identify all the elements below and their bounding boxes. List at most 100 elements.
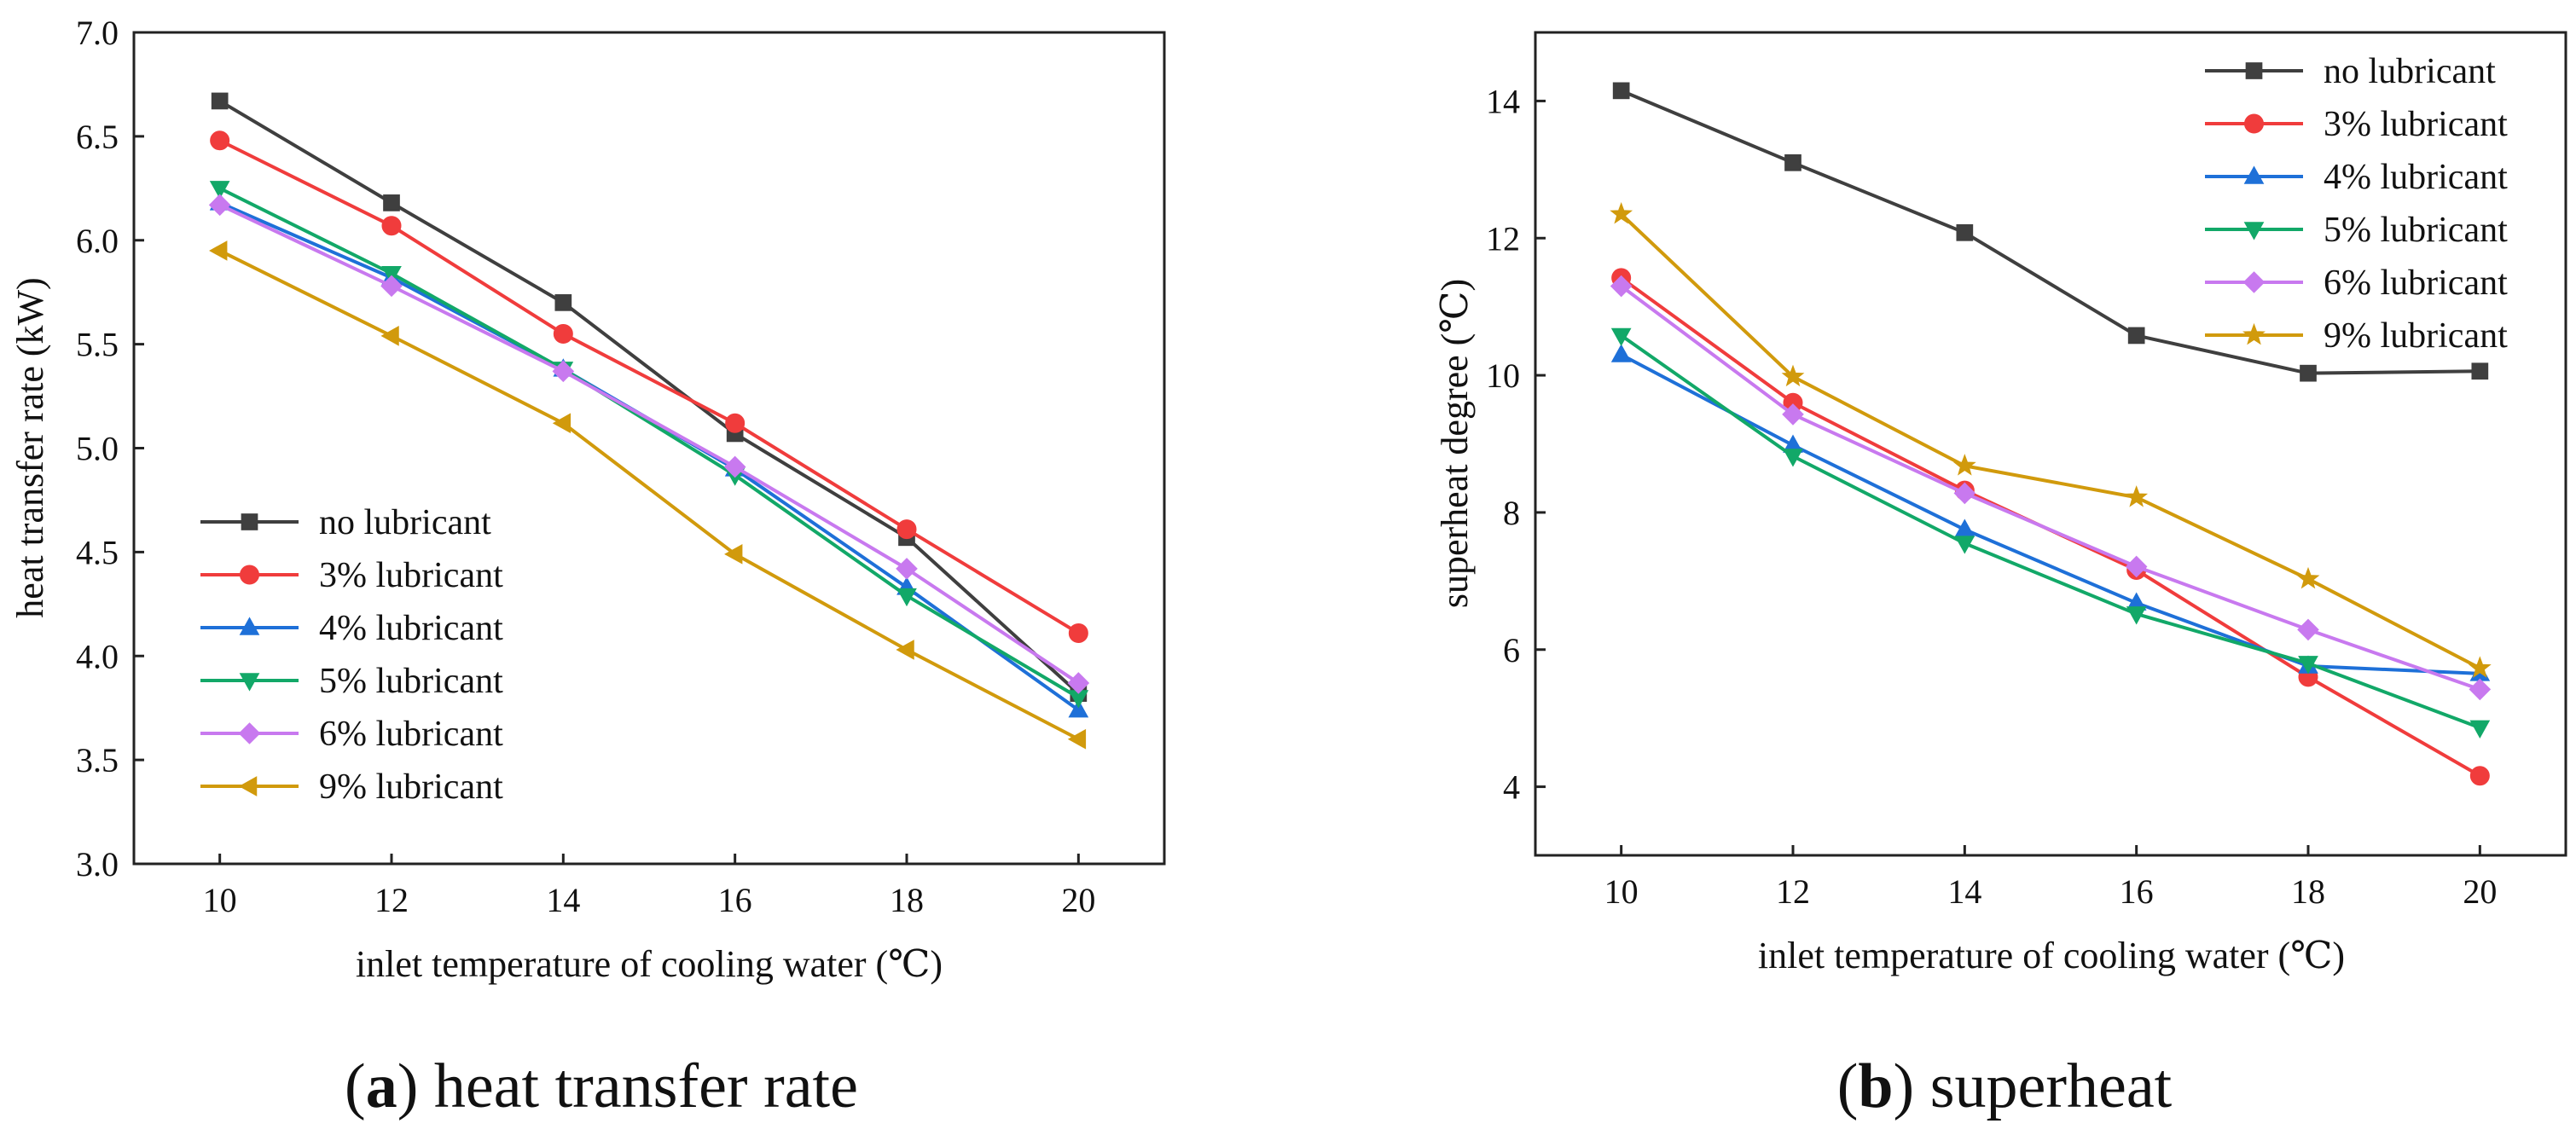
legend-item: 3% lubricant (200, 556, 503, 595)
data-point (2125, 485, 2149, 507)
caption-a: (a) heat transfer rate (345, 1051, 858, 1121)
data-point (1954, 536, 1976, 554)
x-axis-title: inlet temperature of cooling water (℃) (1758, 935, 2345, 976)
data-point (896, 588, 917, 607)
caption-letter: b (1858, 1051, 1893, 1121)
y-tick-label: 12 (1486, 219, 1520, 258)
data-point (208, 194, 231, 217)
caption-letter: a (366, 1051, 397, 1121)
x-tick-label: 18 (2291, 872, 2325, 911)
caption-text: superheat (1930, 1051, 2173, 1121)
data-point (381, 216, 402, 236)
legend-label: 3% lubricant (2324, 105, 2508, 144)
data-point (1612, 82, 1630, 100)
x-tick-label: 20 (2463, 872, 2497, 911)
legend-label: 5% lubricant (2324, 211, 2508, 250)
y-tick-label: 4.0 (76, 637, 119, 675)
legend-marker (2245, 62, 2263, 79)
legend-label: 9% lubricant (2324, 316, 2508, 356)
legend-label: 4% lubricant (2324, 158, 2508, 197)
legend: no lubricant 3% lubricant 4% lubricant 5% l… (200, 503, 503, 807)
y-tick-label: 5.0 (76, 430, 119, 468)
legend-item: 4% lubricant (200, 609, 503, 648)
y-tick-label: 10 (1486, 356, 1520, 395)
data-point (380, 326, 399, 346)
y-tick-label: 6.0 (76, 222, 119, 260)
data-point (2296, 566, 2320, 589)
legend-marker (2244, 113, 2264, 134)
x-tick-label: 10 (203, 881, 237, 919)
data-point (383, 194, 400, 211)
y-tick-label: 5.5 (76, 326, 119, 364)
legend-marker (240, 565, 259, 585)
y-tick-label: 14 (1486, 82, 1520, 120)
series-9pct-lubricant (209, 240, 1087, 750)
data-point (724, 543, 743, 565)
legend-label: no lubricant (319, 503, 491, 542)
series-line (218, 187, 1080, 699)
series-line (1620, 353, 2480, 675)
series-3pct-lubricant (210, 130, 1088, 643)
data-point (2125, 555, 2148, 578)
data-point (896, 519, 917, 540)
data-point (209, 181, 230, 200)
data-point (2297, 618, 2319, 641)
y-tick-label: 6.5 (76, 118, 119, 156)
series-line (1620, 89, 2480, 375)
x-tick-label: 10 (1604, 872, 1639, 911)
series-line (1620, 333, 2481, 730)
data-point (209, 240, 228, 261)
legend-marker (238, 722, 261, 744)
x-tick-label: 20 (1061, 881, 1095, 919)
legend-marker (2242, 271, 2266, 293)
data-point (381, 266, 402, 285)
data-point (725, 413, 746, 433)
x-tick-label: 16 (718, 881, 752, 919)
data-point (210, 130, 230, 151)
legend-label: no lubricant (2324, 52, 2496, 91)
legend-item: no lubricant (200, 503, 491, 542)
data-point (1610, 275, 1633, 298)
data-point (2126, 606, 2147, 625)
legend-marker (2243, 222, 2265, 240)
legend-item: 9% lubricant (200, 767, 503, 807)
y-tick-label: 6 (1503, 631, 1520, 669)
legend-label: 9% lubricant (319, 767, 503, 807)
legend-label: 6% lubricant (319, 715, 503, 754)
data-point (552, 360, 575, 383)
x-tick-label: 18 (890, 881, 924, 919)
data-point (1956, 223, 1974, 241)
x-tick-label: 14 (546, 881, 580, 919)
data-point (1067, 672, 1090, 694)
data-point (1068, 623, 1088, 643)
data-point (2471, 362, 2489, 380)
data-point (2469, 678, 2492, 701)
data-point (1067, 728, 1087, 750)
data-point (2469, 766, 2490, 786)
legend-item: no lubricant (2205, 52, 2496, 91)
legend-item: 3% lubricant (2205, 105, 2508, 144)
legend-item: 5% lubricant (200, 662, 503, 701)
x-tick-label: 16 (2120, 872, 2154, 911)
data-point (1784, 153, 1801, 171)
data-point (1610, 202, 1633, 224)
data-point (2127, 327, 2145, 345)
series-group (208, 92, 1090, 750)
caption-b: (b) superheat (1837, 1051, 2173, 1121)
legend-item: 9% lubricant (2205, 316, 2508, 356)
data-point (1610, 344, 1632, 362)
series-line (1620, 284, 2480, 692)
legend-label: 4% lubricant (319, 609, 503, 648)
legend-marker (239, 617, 260, 635)
data-point (2468, 656, 2492, 678)
legend-label: 6% lubricant (2324, 264, 2508, 303)
legend-marker (239, 673, 260, 692)
data-point (1952, 454, 1976, 476)
x-axis-title: inlet temperature of cooling water (℃) (356, 943, 943, 985)
x-tick-label: 12 (1776, 872, 1810, 911)
data-point (2469, 720, 2491, 739)
series-5pct-lubricant (1610, 327, 2491, 739)
legend-item: 6% lubricant (200, 715, 503, 754)
data-point (896, 640, 914, 660)
